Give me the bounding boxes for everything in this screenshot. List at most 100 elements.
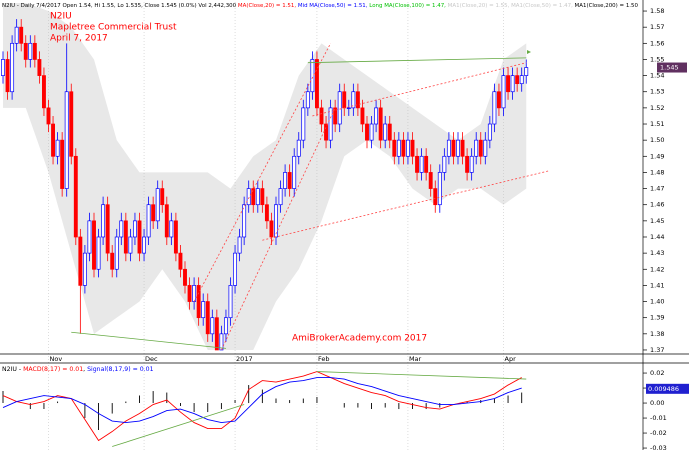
candle-body [19,26,24,44]
candle-body [114,236,119,270]
candle-body [424,155,429,173]
candle-body [178,252,183,270]
candle-body [269,220,274,238]
candle-body [110,252,115,270]
candle-body [142,236,146,254]
y-tick-label: 1.44 [650,233,664,241]
y-tick-label: 1.50 [650,136,664,144]
candle-body [346,107,351,110]
y-tick-label: 1.58 [650,7,664,15]
candle-body [446,139,451,157]
trendline [262,170,550,241]
y-tick-label: 1.55 [650,55,664,63]
macd-trendline [112,404,245,447]
y2-tick-label: -0.03 [650,444,667,450]
candle-body [278,188,283,206]
candle-body [497,91,501,109]
candle-body [173,220,178,254]
x-tick-label: Nov [50,355,63,363]
candle-body [251,188,256,206]
header-part: Long MA(Close,100) = 1.47, [369,3,447,9]
label-layer: N2IU - Daily 7/4/2017 Open 1.54, Hi 1.55… [2,3,689,394]
candle-body [224,317,228,335]
candle-body [28,42,33,60]
candle-body [442,155,447,173]
y2-tick-label: -0.02 [650,429,667,437]
y-tick-label: 1.57 [650,23,664,31]
candle-body [478,139,483,157]
candle-body [46,107,51,125]
macd-line [2,371,522,442]
band-area [3,2,527,350]
candle-body [524,67,529,76]
y2-tick-label: -0.01 [650,414,667,422]
candle-body [210,317,215,335]
candle-body [328,107,333,141]
candle-body [51,123,56,157]
candle-body [483,139,488,157]
candle-body [164,204,169,238]
y-tick-label: 1.46 [650,201,664,209]
candle-body [87,220,92,254]
y-tick-label: 1.52 [650,104,664,112]
last-price-box [657,62,687,73]
candle-body [60,139,65,189]
chart-title: April 7, 2017 [50,34,108,44]
chart-title: Mapletree Commercial Trust [50,23,177,33]
candle-body [137,220,142,254]
header-part: MA1(Close,200) = 1.50 [575,3,639,9]
candle-body [205,301,210,335]
candle-body [374,107,379,125]
trendline [71,331,226,349]
y2-tick-label: 0.00 [650,399,664,407]
candle-body [82,252,87,286]
candle-body [406,139,410,157]
candle-body [378,107,383,141]
trendline [312,62,527,117]
candle-body [465,155,470,173]
candle-body [169,220,174,238]
candle-body [14,26,19,44]
candle-body [510,75,515,93]
y-tick-label: 1.51 [650,120,664,128]
candle-body [437,172,442,206]
candle-body [315,59,319,109]
macd-legend-part: N2IU - [2,366,23,373]
candle-body [287,172,292,189]
candle-body [310,59,315,93]
candle-body [274,204,278,238]
grid-layer: 1.37 1.38 1.39 1.40 1.41 1.42 1.43 1.44 1.45 1.46… [48,2,667,450]
candle-body [324,123,329,141]
candle-body [10,42,15,93]
y-tick-label: 1.54 [650,72,664,80]
y2-tick-label: 0.02 [650,369,664,377]
candle-body [296,139,301,157]
candle-body [133,220,137,238]
y-tick-label: 1.48 [650,168,664,176]
candle-body [96,236,101,270]
candle-body [519,75,524,85]
candle-body [123,220,128,254]
candle-body [392,139,397,157]
macd-last-box [646,383,689,394]
candle-body [474,139,479,157]
candle-body [506,75,511,93]
candle-body [492,91,497,125]
trendline [307,57,527,64]
x-tick-label: Apr [505,355,517,363]
candle-body [337,91,342,125]
candle-body [260,188,265,206]
candle-body [23,42,28,60]
candle-body [451,139,456,157]
candle-body [360,107,365,125]
candle-body [419,155,424,173]
last-price-label: 1.545 [660,64,679,72]
candle-body [433,188,438,206]
header-part: MA1(Close,20) = 1.55, [448,3,511,9]
candle-body [469,155,474,173]
band-layer [3,2,527,350]
candle-body [264,204,269,222]
candle-body [355,91,360,109]
candle-body [333,107,338,125]
